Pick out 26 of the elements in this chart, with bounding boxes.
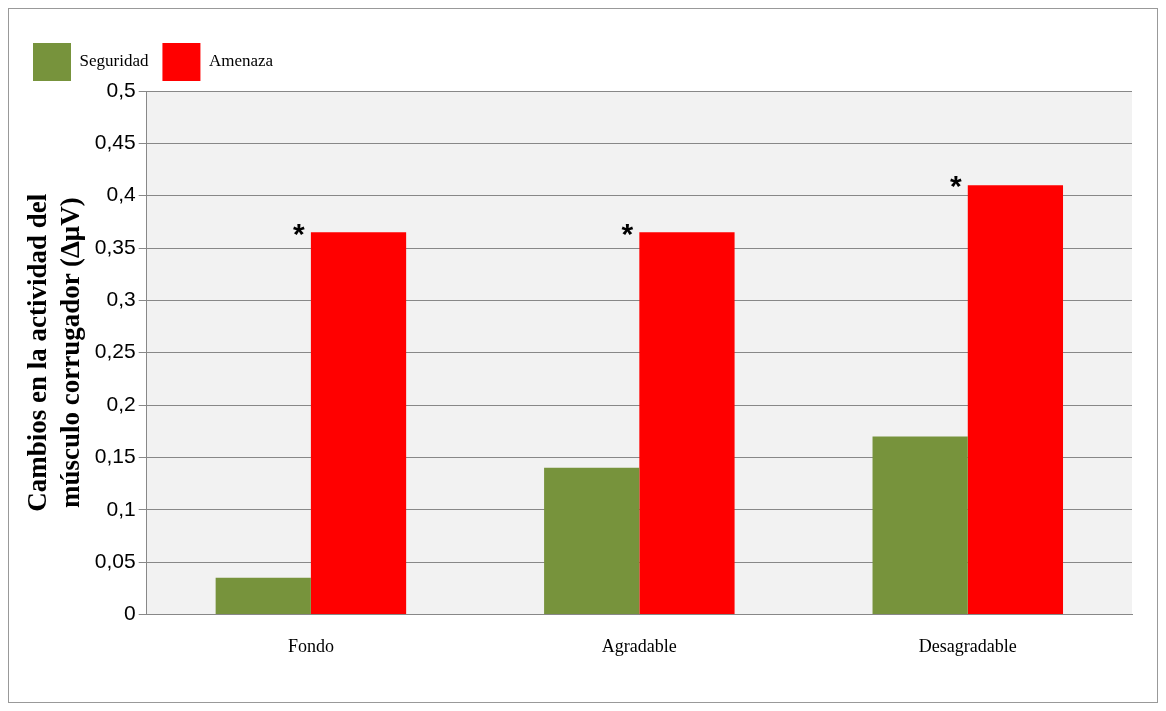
bar: [872, 436, 968, 614]
y-tick-label: 0,1: [106, 496, 136, 520]
x-tick-label: Desagradable: [918, 635, 1017, 656]
y-tick-label: 0,5: [106, 77, 136, 101]
x-tick-label: Agradable: [601, 635, 677, 656]
y-tick-label: 0,2: [106, 391, 136, 415]
bar: [544, 467, 640, 614]
y-tick-label: 0,35: [94, 234, 136, 258]
y-tick-label: 0,45: [94, 130, 136, 154]
y-tick-label: 0,25: [94, 339, 136, 363]
x-tick-label: Fondo: [287, 635, 334, 656]
bar: [639, 232, 735, 614]
bar: [310, 232, 407, 614]
annotation: *: [949, 169, 962, 203]
y-tick-label: 0: [123, 601, 136, 625]
y-tick-label: 0,15: [94, 444, 136, 468]
legend-label: Amenaza: [208, 51, 274, 71]
annotation: *: [621, 216, 634, 250]
bar: [215, 577, 311, 614]
y-axis-title: Cambios en la actividad del músculo corrugador (ΔμV): [22, 193, 85, 512]
y-tick-label: 0,05: [94, 548, 136, 572]
bar: [967, 185, 1064, 614]
y-tick-label: 0,4: [106, 182, 136, 206]
y-tick-label: 0,3: [106, 287, 136, 311]
annotation: *: [293, 216, 306, 250]
legend-label: Seguridad: [79, 51, 149, 71]
